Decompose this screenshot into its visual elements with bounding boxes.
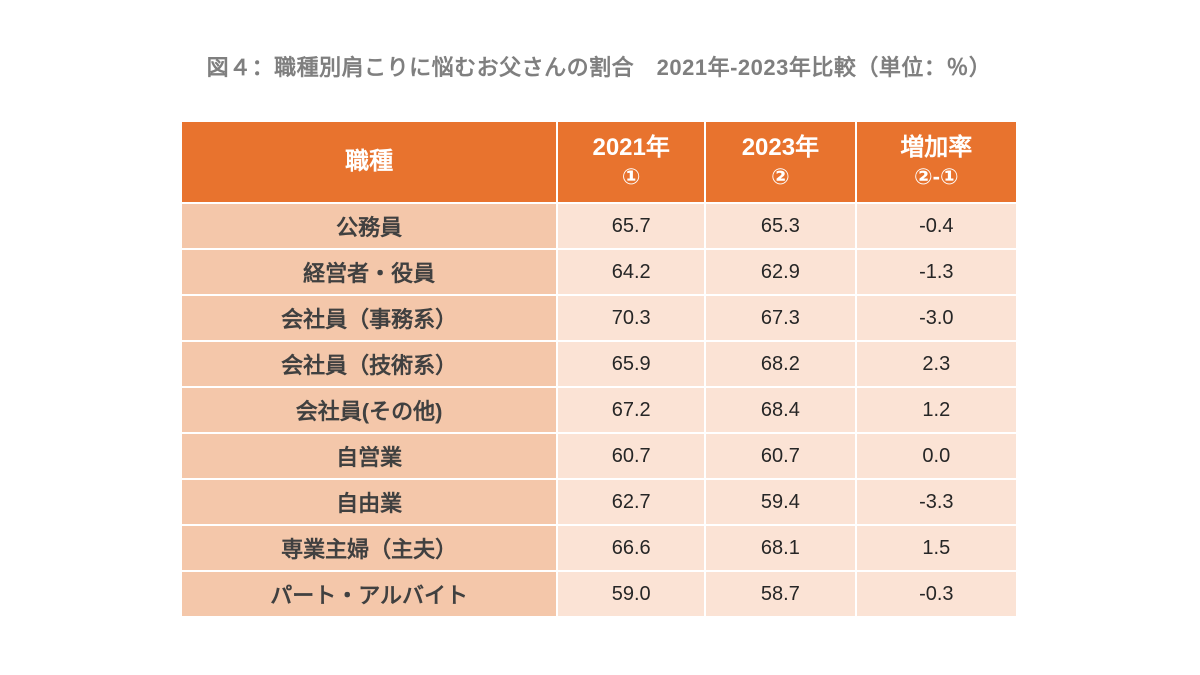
value-2021-cell: 59.0 <box>556 570 707 618</box>
change-cell: 2.3 <box>854 340 1019 388</box>
table-row: 経営者・役員 64.2 62.9 -1.3 <box>179 248 1019 296</box>
occupation-cell: 会社員（事務系） <box>179 294 559 342</box>
header-occupation: 職種 <box>179 120 559 204</box>
table-row: 公務員 65.7 65.3 -0.4 <box>179 202 1019 250</box>
occupation-cell: 経営者・役員 <box>179 248 559 296</box>
header-2023: 2023年 ② <box>704 120 857 204</box>
change-cell: -3.0 <box>854 294 1019 342</box>
value-2023-cell: 59.4 <box>704 478 857 526</box>
change-cell: -0.3 <box>854 570 1019 618</box>
change-cell: 1.2 <box>854 386 1019 434</box>
change-cell: 1.5 <box>854 524 1019 572</box>
value-2023-cell: 65.3 <box>704 202 857 250</box>
table-row: 会社員（技術系） 65.9 68.2 2.3 <box>179 340 1019 388</box>
value-2023-cell: 68.2 <box>704 340 857 388</box>
header-2021-label: 2021年 <box>592 134 670 162</box>
table-row: 会社員（事務系） 70.3 67.3 -3.0 <box>179 294 1019 342</box>
table-header: 職種 2021年 ① 2023年 ② 増加率 ②-① <box>179 120 1019 204</box>
header-2021: 2021年 ① <box>556 120 707 204</box>
value-2023-cell: 68.4 <box>704 386 857 434</box>
change-cell: 0.0 <box>854 432 1019 480</box>
table-row: 専業主婦（主夫） 66.6 68.1 1.5 <box>179 524 1019 572</box>
value-2021-cell: 64.2 <box>556 248 707 296</box>
table-row: 自由業 62.7 59.4 -3.3 <box>179 478 1019 526</box>
value-2021-cell: 66.6 <box>556 524 707 572</box>
value-2021-cell: 65.7 <box>556 202 707 250</box>
value-2021-cell: 65.9 <box>556 340 707 388</box>
figure-title: 図４：職種別肩こりに悩むお父さんの割合 2021年-2023年比較（単位：％） <box>206 55 992 80</box>
header-occupation-label: 職種 <box>345 148 394 176</box>
header-change: 増加率 ②-① <box>854 120 1019 204</box>
occupation-cell: 会社員（技術系） <box>179 340 559 388</box>
occupation-cell: 会社員(その他) <box>179 386 559 434</box>
header-2023-label: 2023年 <box>741 134 820 162</box>
value-2023-cell: 58.7 <box>704 570 857 618</box>
table-row: 自営業 60.7 60.7 0.0 <box>179 432 1019 480</box>
header-2021-sub: ① <box>621 164 641 190</box>
table-row: 会社員(その他) 67.2 68.4 1.2 <box>179 386 1019 434</box>
value-2023-cell: 68.1 <box>704 524 857 572</box>
value-2021-cell: 67.2 <box>556 386 707 434</box>
occupation-comparison-table: 職種 2021年 ① 2023年 ② 増加率 ②-① 公務員 65.7 65.3 -0… <box>179 120 1019 618</box>
table-row: パート・アルバイト 59.0 58.7 -0.3 <box>179 570 1019 618</box>
occupation-cell: 自営業 <box>179 432 559 480</box>
header-row: 職種 2021年 ① 2023年 ② 増加率 ②-① <box>179 120 1019 204</box>
table-body: 公務員 65.7 65.3 -0.4 経営者・役員 64.2 62.9 -1.3 会社員（事務系… <box>179 202 1019 618</box>
occupation-cell: 公務員 <box>179 202 559 250</box>
occupation-cell: 専業主婦（主夫） <box>179 524 559 572</box>
header-2023-sub: ② <box>771 164 790 190</box>
occupation-cell: パート・アルバイト <box>179 570 559 618</box>
value-2023-cell: 67.3 <box>704 294 857 342</box>
change-cell: -1.3 <box>854 248 1019 296</box>
value-2023-cell: 60.7 <box>704 432 857 480</box>
value-2021-cell: 62.7 <box>556 478 707 526</box>
header-change-label: 増加率 <box>900 134 973 162</box>
occupation-cell: 自由業 <box>179 478 559 526</box>
value-2023-cell: 62.9 <box>704 248 857 296</box>
value-2021-cell: 70.3 <box>556 294 707 342</box>
value-2021-cell: 60.7 <box>556 432 707 480</box>
change-cell: -0.4 <box>854 202 1019 250</box>
header-change-sub: ②-① <box>914 164 959 190</box>
change-cell: -3.3 <box>854 478 1019 526</box>
